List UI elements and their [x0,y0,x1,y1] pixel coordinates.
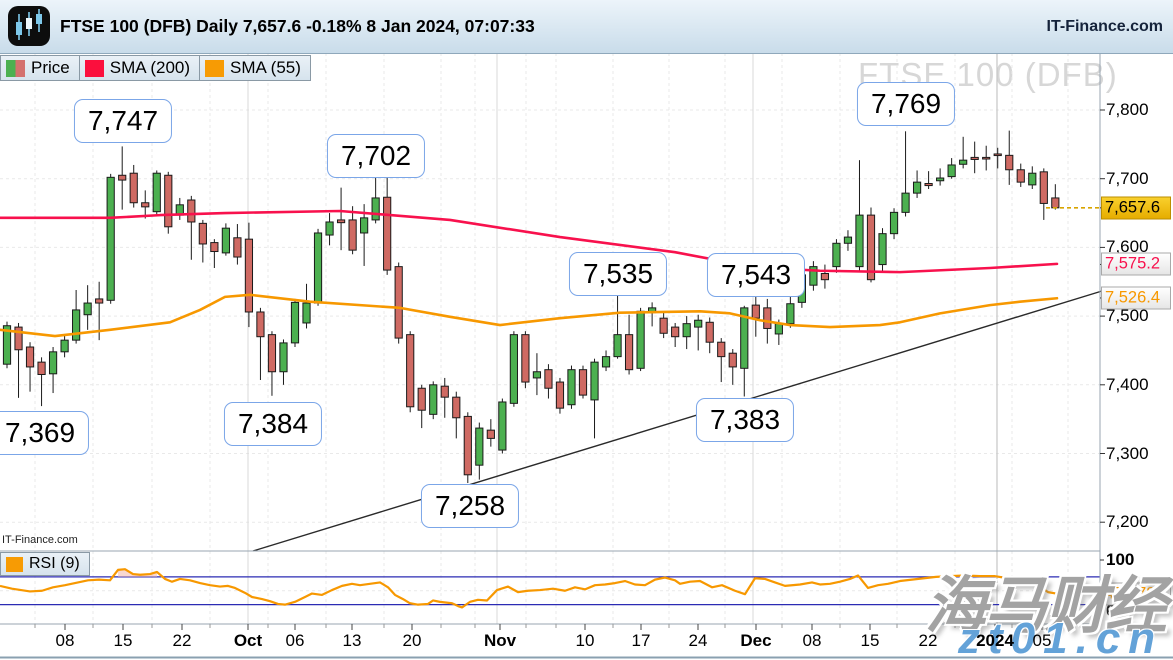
legend-item-price[interactable]: Price [0,55,80,81]
price-annotation[interactable]: 7,543 [706,253,806,297]
legend: Price SMA (200) SMA (55) [0,55,311,81]
page-title: FTSE 100 (DFB) Daily 7,657.6 -0.18% 8 Ja… [60,16,535,36]
legend-item-rsi[interactable]: RSI (9) [0,552,90,576]
price-axis-label: 7,700 [1106,168,1149,188]
legend-label: Price [31,58,70,77]
sma55-swatch-icon [205,59,225,77]
price-axis-label: 7,300 [1106,443,1149,463]
watermark-cn: 海马财经 [925,572,1167,641]
price-axis-label: 7,200 [1106,512,1149,532]
x-axis-label: 20 [402,631,422,650]
x-axis-label: 06 [285,631,305,650]
price-axis-label: 7,800 [1106,100,1149,119]
price-annotation[interactable]: 7,369 [0,411,90,455]
rsi-value-label: 45.778 [1101,582,1171,606]
legend-label: SMA (200) [109,58,191,77]
site-label: IT-Finance.com [2,534,78,546]
watermark-url: zt01.cn [958,614,1164,660]
rsi-legend: RSI (9) [0,552,90,576]
x-axis-label: 05 [1032,631,1052,650]
x-axis-label: Nov [483,631,517,650]
sma55-value-label: 7,526.4 [1101,286,1171,310]
legend-label: RSI (9) [29,555,80,572]
price-annotation[interactable]: 7,258 [420,484,520,528]
legend-label: SMA (55) [230,58,301,77]
legend-item-sma200[interactable]: SMA (200) [78,55,201,81]
price-swatch-icon [6,59,25,77]
x-axis-label: 24 [688,631,708,650]
current-price-label: 7,657.6 [1101,196,1171,220]
price-annotation[interactable]: 7,702 [326,134,426,178]
x-axis-label: 15 [860,631,880,650]
price-annotation[interactable]: 7,383 [695,398,795,442]
price-annotation[interactable]: 7,769 [856,82,956,126]
header-bar: FTSE 100 (DFB) Daily 7,657.6 -0.18% 8 Ja… [0,0,1173,54]
price-axis-label: 7,600 [1106,237,1149,257]
x-axis-label: 10 [575,631,595,650]
x-axis-label: 15 [113,631,133,650]
x-axis-label: 08 [55,631,75,650]
sma200-value-label: 7,575.2 [1101,252,1171,276]
x-axis-label: 17 [631,631,651,650]
x-axis-label: 22 [172,631,192,650]
sma200-swatch-icon [84,59,104,77]
price-axis-label: 7,400 [1106,374,1149,394]
price-annotation[interactable]: 7,535 [568,252,668,296]
x-axis-label: 08 [802,631,822,650]
rsi-axis-bottom-label: 0 [1106,601,1116,620]
x-axis-label: 13 [342,631,362,650]
price-annotation[interactable]: 7,384 [223,402,323,446]
x-axis-label: Oct [233,631,263,650]
brand-link[interactable]: IT-Finance.com [1046,18,1163,35]
rsi-swatch-icon [6,556,23,572]
legend-item-sma55[interactable]: SMA (55) [199,55,311,81]
price-annotation[interactable]: 7,747 [73,99,173,143]
candlestick-logo-icon[interactable] [8,6,50,46]
price-axis-label: 7,500 [1106,306,1149,326]
rsi-axis-top-label: 100 [1106,550,1135,569]
x-axis-label: 22 [918,631,938,650]
x-axis-label: 2024 [976,631,1014,650]
x-axis-label: Dec [740,631,772,650]
